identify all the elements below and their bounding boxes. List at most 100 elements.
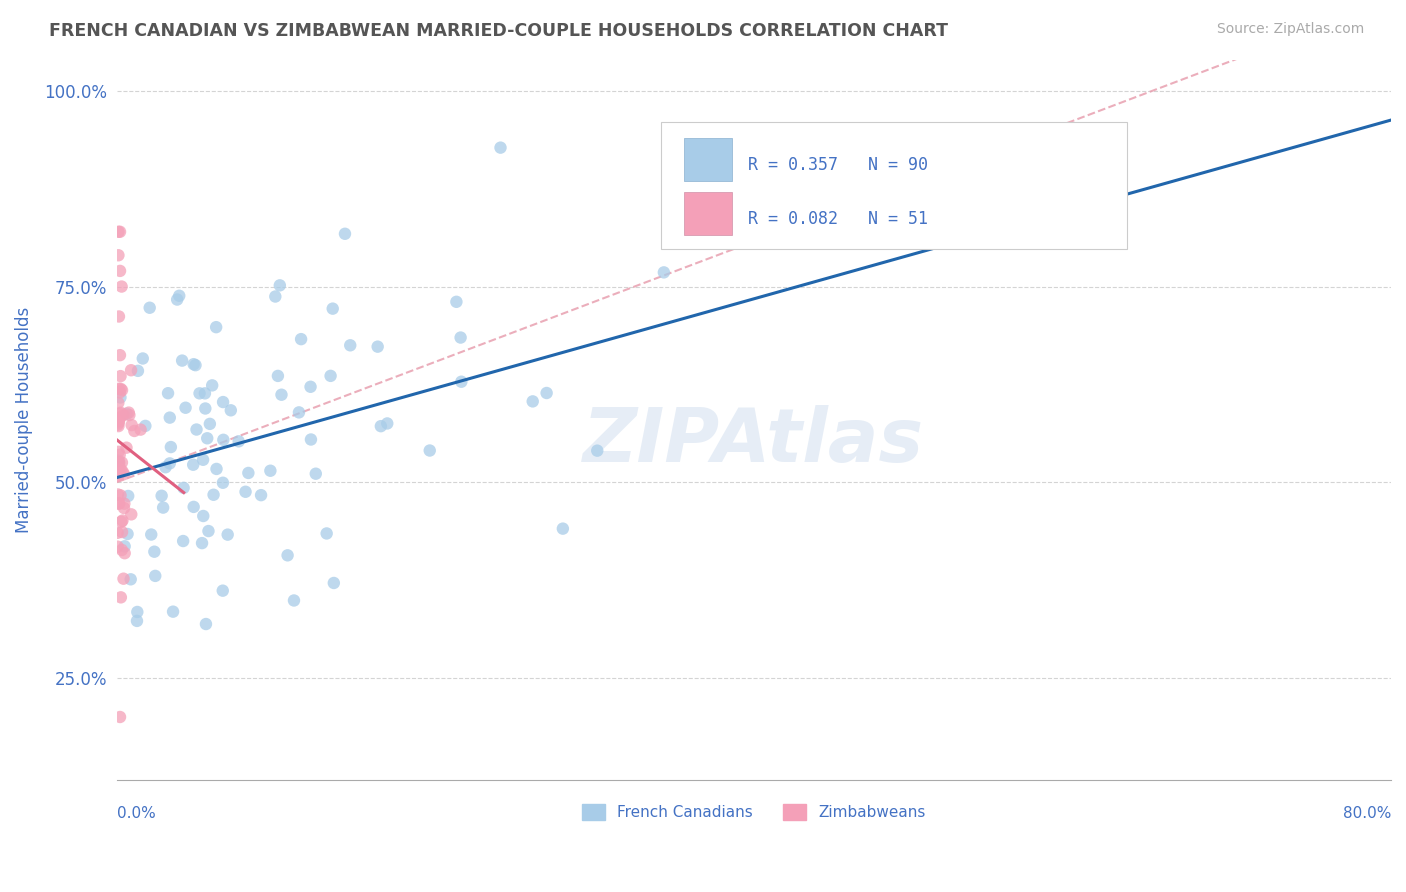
- Point: [152, 500, 174, 515]
- Point: [108, 410, 131, 425]
- Point: [117, 489, 139, 503]
- Point: [183, 357, 205, 371]
- Point: [110, 406, 132, 420]
- Point: [181, 458, 204, 472]
- Point: [159, 457, 181, 471]
- Point: [107, 525, 129, 540]
- Point: [270, 388, 292, 402]
- Point: [446, 294, 468, 309]
- Point: [107, 454, 129, 468]
- Point: [652, 265, 675, 279]
- Point: [143, 544, 166, 558]
- Point: [172, 353, 194, 368]
- Point: [112, 572, 135, 586]
- Point: [419, 443, 441, 458]
- Point: [259, 464, 281, 478]
- Y-axis label: Married-couple Households: Married-couple Households: [15, 307, 32, 533]
- Point: [198, 417, 221, 431]
- Text: FRENCH CANADIAN VS ZIMBABWEAN MARRIED-COUPLE HOUSEHOLDS CORRELATION CHART: FRENCH CANADIAN VS ZIMBABWEAN MARRIED-CO…: [49, 22, 948, 40]
- Point: [108, 448, 131, 462]
- Point: [107, 487, 129, 501]
- Point: [108, 348, 131, 362]
- Point: [194, 386, 217, 401]
- Point: [111, 383, 134, 397]
- Point: [115, 441, 138, 455]
- Point: [114, 539, 136, 553]
- Point: [107, 468, 129, 483]
- Point: [201, 378, 224, 392]
- Point: [197, 524, 219, 538]
- Point: [283, 593, 305, 607]
- Point: [238, 466, 260, 480]
- Point: [184, 358, 207, 372]
- Point: [174, 401, 197, 415]
- Point: [111, 514, 134, 528]
- Point: [112, 501, 135, 516]
- Point: [110, 515, 132, 529]
- Point: [108, 310, 131, 324]
- Point: [110, 407, 132, 421]
- Point: [212, 475, 235, 490]
- Point: [132, 351, 155, 366]
- Point: [319, 368, 342, 383]
- Point: [108, 710, 131, 724]
- Point: [107, 382, 129, 396]
- Point: [191, 452, 214, 467]
- Point: [450, 330, 472, 344]
- FancyBboxPatch shape: [661, 122, 1128, 249]
- Point: [107, 225, 129, 239]
- Point: [107, 540, 129, 554]
- Point: [107, 419, 129, 434]
- Point: [162, 605, 184, 619]
- Point: [205, 462, 228, 476]
- Point: [322, 301, 344, 316]
- Point: [117, 527, 139, 541]
- Point: [264, 289, 287, 303]
- Point: [522, 394, 544, 409]
- Point: [125, 614, 148, 628]
- Point: [194, 617, 217, 632]
- Point: [188, 386, 211, 401]
- Point: [118, 408, 141, 422]
- Point: [120, 363, 142, 377]
- Point: [155, 460, 177, 475]
- Point: [299, 380, 322, 394]
- Point: [186, 423, 208, 437]
- Point: [107, 411, 129, 425]
- Point: [141, 527, 163, 541]
- Point: [173, 481, 195, 495]
- Point: [333, 227, 356, 241]
- Point: [269, 278, 291, 293]
- Point: [108, 264, 131, 278]
- Point: [157, 386, 180, 401]
- Point: [194, 401, 217, 416]
- Point: [202, 488, 225, 502]
- Point: [288, 405, 311, 419]
- Point: [108, 385, 131, 400]
- Text: Source: ZipAtlas.com: Source: ZipAtlas.com: [1216, 22, 1364, 37]
- Point: [111, 465, 134, 479]
- Point: [212, 433, 235, 447]
- Point: [108, 497, 131, 511]
- Point: [127, 605, 149, 619]
- Point: [110, 462, 132, 476]
- Point: [150, 489, 173, 503]
- Point: [586, 443, 609, 458]
- Point: [110, 279, 132, 293]
- Point: [267, 368, 290, 383]
- Point: [219, 403, 242, 417]
- Point: [143, 569, 166, 583]
- Point: [138, 301, 160, 315]
- Point: [110, 382, 132, 396]
- Point: [111, 456, 134, 470]
- Point: [111, 524, 134, 539]
- Point: [108, 496, 131, 510]
- Text: R = 0.357   N = 90: R = 0.357 N = 90: [748, 156, 928, 174]
- Point: [205, 320, 228, 334]
- Point: [536, 386, 558, 401]
- Point: [110, 369, 132, 384]
- Point: [111, 543, 134, 558]
- Point: [489, 141, 512, 155]
- Point: [322, 576, 344, 591]
- Point: [107, 417, 129, 432]
